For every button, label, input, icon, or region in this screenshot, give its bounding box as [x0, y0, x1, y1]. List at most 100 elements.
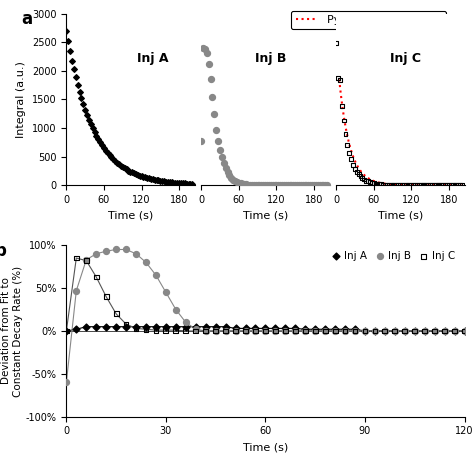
Point	[145, 175, 153, 182]
Inj A	[381, 328, 389, 335]
Point	[119, 164, 127, 171]
Point	[361, 176, 368, 183]
Y-axis label: Deviation from Fit to
Constant Decay Rate (%): Deviation from Fit to Constant Decay Rat…	[1, 265, 23, 396]
Inj C	[212, 328, 219, 335]
Inj C	[63, 328, 70, 335]
Inj C	[421, 328, 428, 335]
Inj C	[381, 328, 389, 335]
Point	[130, 170, 138, 177]
Point	[400, 182, 408, 189]
Point	[241, 180, 248, 188]
Inj A	[212, 323, 219, 330]
Inj A	[321, 326, 329, 333]
Inj B	[152, 272, 160, 279]
Inj B	[431, 328, 438, 335]
Point	[417, 182, 424, 189]
Point	[303, 182, 310, 189]
Point	[205, 60, 212, 67]
Point	[128, 169, 136, 176]
Point	[108, 154, 115, 161]
Inj A	[262, 325, 269, 332]
Inj C	[411, 328, 419, 335]
Inj B	[132, 250, 140, 257]
Point	[177, 179, 185, 187]
Point	[134, 171, 142, 178]
Inj C	[431, 328, 438, 335]
Point	[231, 178, 239, 185]
Point	[336, 76, 344, 83]
Inj B	[411, 328, 419, 335]
Inj A	[441, 328, 448, 335]
Point	[404, 182, 411, 189]
Inj C	[282, 328, 289, 335]
Inj B	[92, 250, 100, 257]
Text: Inj B: Inj B	[255, 52, 287, 65]
Point	[235, 179, 243, 186]
Point	[374, 180, 381, 188]
Point	[422, 182, 430, 189]
Inj B	[371, 328, 379, 335]
Point	[64, 38, 72, 45]
Point	[82, 106, 89, 113]
Point	[274, 182, 282, 189]
Point	[292, 182, 299, 189]
Inj B	[321, 328, 329, 335]
Inj C	[182, 328, 190, 335]
Point	[173, 179, 181, 187]
Point	[210, 110, 218, 117]
Point	[76, 88, 83, 95]
Point	[299, 182, 307, 189]
Point	[237, 180, 245, 187]
Inj A	[341, 326, 349, 333]
Inj B	[272, 328, 279, 335]
Point	[391, 181, 398, 188]
Point	[379, 181, 387, 188]
Point	[370, 179, 377, 187]
Point	[144, 174, 151, 182]
Point	[74, 81, 82, 88]
Point	[259, 182, 267, 189]
Inj A	[82, 323, 90, 330]
Inj A	[461, 328, 468, 335]
Point	[456, 182, 464, 189]
Inj C	[292, 328, 299, 335]
Inj A	[421, 328, 428, 335]
Point	[447, 182, 455, 189]
Point	[394, 181, 402, 188]
X-axis label: Time (s): Time (s)	[108, 211, 153, 221]
Text: a: a	[21, 10, 33, 28]
Point	[189, 180, 196, 188]
Point	[357, 173, 365, 180]
Inj B	[162, 289, 170, 296]
Inj A	[73, 326, 80, 333]
Point	[434, 182, 441, 189]
Point	[458, 182, 466, 189]
Inj C	[102, 293, 110, 300]
Point	[305, 182, 312, 189]
Inj A	[102, 323, 110, 330]
Inj A	[172, 323, 180, 330]
Point	[438, 182, 445, 189]
Point	[136, 172, 144, 179]
Point	[312, 182, 319, 189]
Point	[286, 182, 293, 189]
Inj A	[222, 323, 229, 330]
Point	[441, 182, 449, 189]
Inj B	[421, 328, 428, 335]
Point	[318, 182, 325, 189]
Point	[109, 156, 117, 163]
Point	[439, 182, 447, 189]
Point	[80, 101, 87, 108]
Point	[453, 182, 460, 189]
Inj A	[162, 323, 170, 330]
Point	[280, 182, 288, 189]
Point	[353, 168, 361, 175]
Point	[164, 178, 172, 186]
Point	[396, 181, 404, 188]
Inj B	[182, 319, 190, 326]
Inj C	[441, 328, 448, 335]
Point	[96, 139, 104, 146]
Point	[411, 182, 419, 189]
Point	[419, 182, 426, 189]
Inj C	[122, 320, 130, 328]
